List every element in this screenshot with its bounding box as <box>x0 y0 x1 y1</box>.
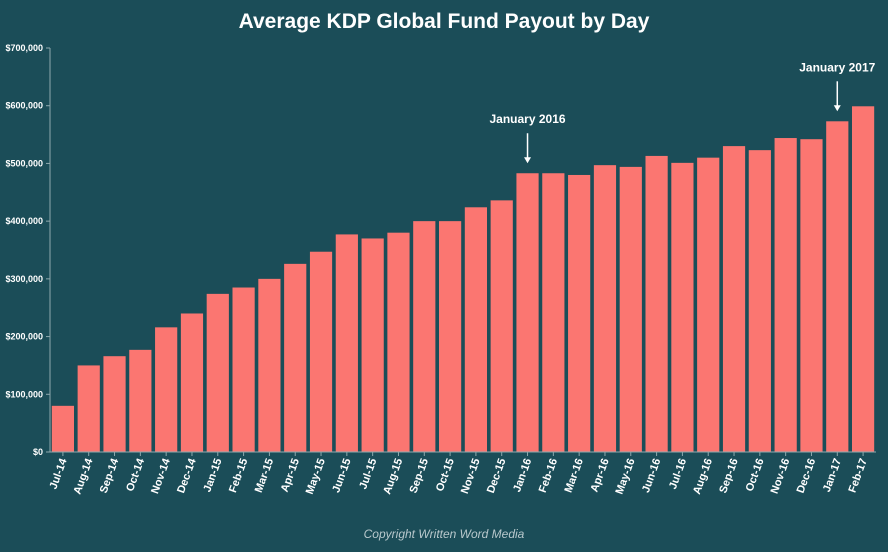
bar <box>697 157 720 452</box>
x-tick-label: Mar-16 <box>563 457 586 494</box>
x-tick-label: Apr-15 <box>279 457 302 494</box>
bar <box>671 162 694 452</box>
bars <box>51 106 875 453</box>
x-tick-label: May-15 <box>304 457 328 496</box>
x-tick-label: Nov-16 <box>769 457 793 496</box>
x-tick-label: Sep-14 <box>98 456 122 495</box>
y-tick-label: $0 <box>33 447 43 457</box>
bar <box>206 293 229 452</box>
bar <box>258 278 281 452</box>
bar <box>490 200 513 452</box>
bar <box>335 234 358 452</box>
x-tick-label: Sep-15 <box>407 457 431 495</box>
x-tick-label: Feb-17 <box>847 457 870 494</box>
y-tick-label: $300,000 <box>5 274 43 284</box>
x-tick-label: Feb-16 <box>537 457 560 494</box>
x-tick-label: Nov-14 <box>149 456 173 495</box>
bar <box>464 207 488 452</box>
bar <box>748 150 771 452</box>
x-axis: Jul-14 Aug-14 Sep-14 Oct-14 Nov-14 Dec-14 Jan-… <box>48 451 876 496</box>
bar <box>568 174 591 452</box>
bar <box>516 173 539 453</box>
bar <box>284 263 307 452</box>
x-tick-label: Jan-16 <box>511 457 534 494</box>
bar <box>387 232 410 452</box>
x-tick-label: Mar-15 <box>253 457 276 494</box>
annotation-label: January 2016 <box>490 112 566 126</box>
bar <box>309 251 333 452</box>
bar <box>77 365 100 452</box>
x-tick-label: Sep-16 <box>717 457 741 495</box>
x-tick-label: Oct-14 <box>124 456 147 493</box>
bar <box>619 166 642 453</box>
bar <box>51 405 75 452</box>
bar <box>774 138 797 452</box>
bar <box>413 221 436 452</box>
bar <box>722 146 746 452</box>
bar <box>645 155 668 452</box>
y-tick-label: $700,000 <box>5 43 43 53</box>
annotation-arrow-head <box>833 105 841 112</box>
chart-title: Average KDP Global Fund Payout by Day <box>239 10 650 33</box>
x-tick-label: Aug-16 <box>691 457 715 496</box>
x-tick-label: Jul-14 <box>48 456 70 491</box>
copyright-footer: Copyright Written Word Media <box>364 527 525 541</box>
bar <box>851 106 875 452</box>
x-tick-label: Jul-16 <box>667 457 689 491</box>
bar <box>438 221 462 452</box>
bar <box>361 238 384 452</box>
x-tick-label: Dec-15 <box>485 457 509 495</box>
x-tick-label: Jul-15 <box>357 457 379 491</box>
bar <box>800 139 823 452</box>
x-tick-label: Jun-15 <box>330 457 353 494</box>
y-tick-label: $400,000 <box>5 216 43 226</box>
x-tick-label: Feb-15 <box>227 457 250 494</box>
x-tick-label: Aug-14 <box>72 456 96 496</box>
x-tick-label: Dec-14 <box>175 456 199 495</box>
x-tick-label: Aug-15 <box>381 457 405 496</box>
x-tick-label: Jan-15 <box>201 457 224 494</box>
x-tick-label: Oct-16 <box>744 457 767 493</box>
x-tick-label: Apr-16 <box>589 457 612 494</box>
annotation-label: January 2017 <box>799 60 875 74</box>
bar <box>103 356 126 452</box>
y-tick-label: $500,000 <box>5 158 43 168</box>
x-tick-label: Dec-16 <box>795 457 819 495</box>
x-tick-label: Jun-16 <box>640 457 663 494</box>
x-tick-label: Oct-15 <box>434 457 457 493</box>
x-tick-label: May-16 <box>614 457 638 496</box>
bar <box>129 349 152 452</box>
bar <box>826 121 849 452</box>
bar <box>232 287 255 452</box>
bar <box>155 327 178 452</box>
y-tick-label: $200,000 <box>5 332 43 342</box>
annotation-arrow-head <box>524 157 532 164</box>
x-tick-label: Nov-15 <box>459 457 483 496</box>
annotations: January 2016 January 2017 <box>490 60 876 164</box>
x-tick-label: Jan-17 <box>821 457 844 494</box>
y-tick-label: $600,000 <box>5 101 43 111</box>
y-axis: $0 $100,000 $200,000 $300,000 $400,000 $500,0… <box>5 43 51 457</box>
y-tick-label: $100,000 <box>5 389 43 399</box>
bar <box>542 173 565 453</box>
bar <box>593 165 617 452</box>
bar <box>180 313 204 452</box>
